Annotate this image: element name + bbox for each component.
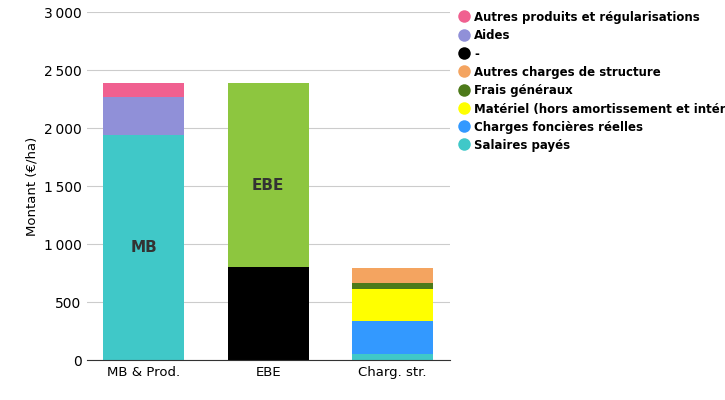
- Text: MB: MB: [130, 240, 157, 255]
- Bar: [352, 354, 433, 360]
- Bar: [352, 284, 433, 289]
- Text: EBE: EBE: [252, 178, 284, 194]
- Bar: [228, 267, 309, 360]
- Bar: [104, 83, 184, 97]
- Bar: [104, 135, 184, 360]
- Legend: Autres produits et régularisations, Aides, -, Autres charges de structure, Frais: Autres produits et régularisations, Aide…: [459, 11, 725, 152]
- Bar: [352, 268, 433, 284]
- Bar: [352, 320, 433, 354]
- Bar: [104, 97, 184, 135]
- Bar: [352, 289, 433, 320]
- Bar: [228, 83, 309, 267]
- Y-axis label: Montant (€/ha): Montant (€/ha): [25, 136, 38, 236]
